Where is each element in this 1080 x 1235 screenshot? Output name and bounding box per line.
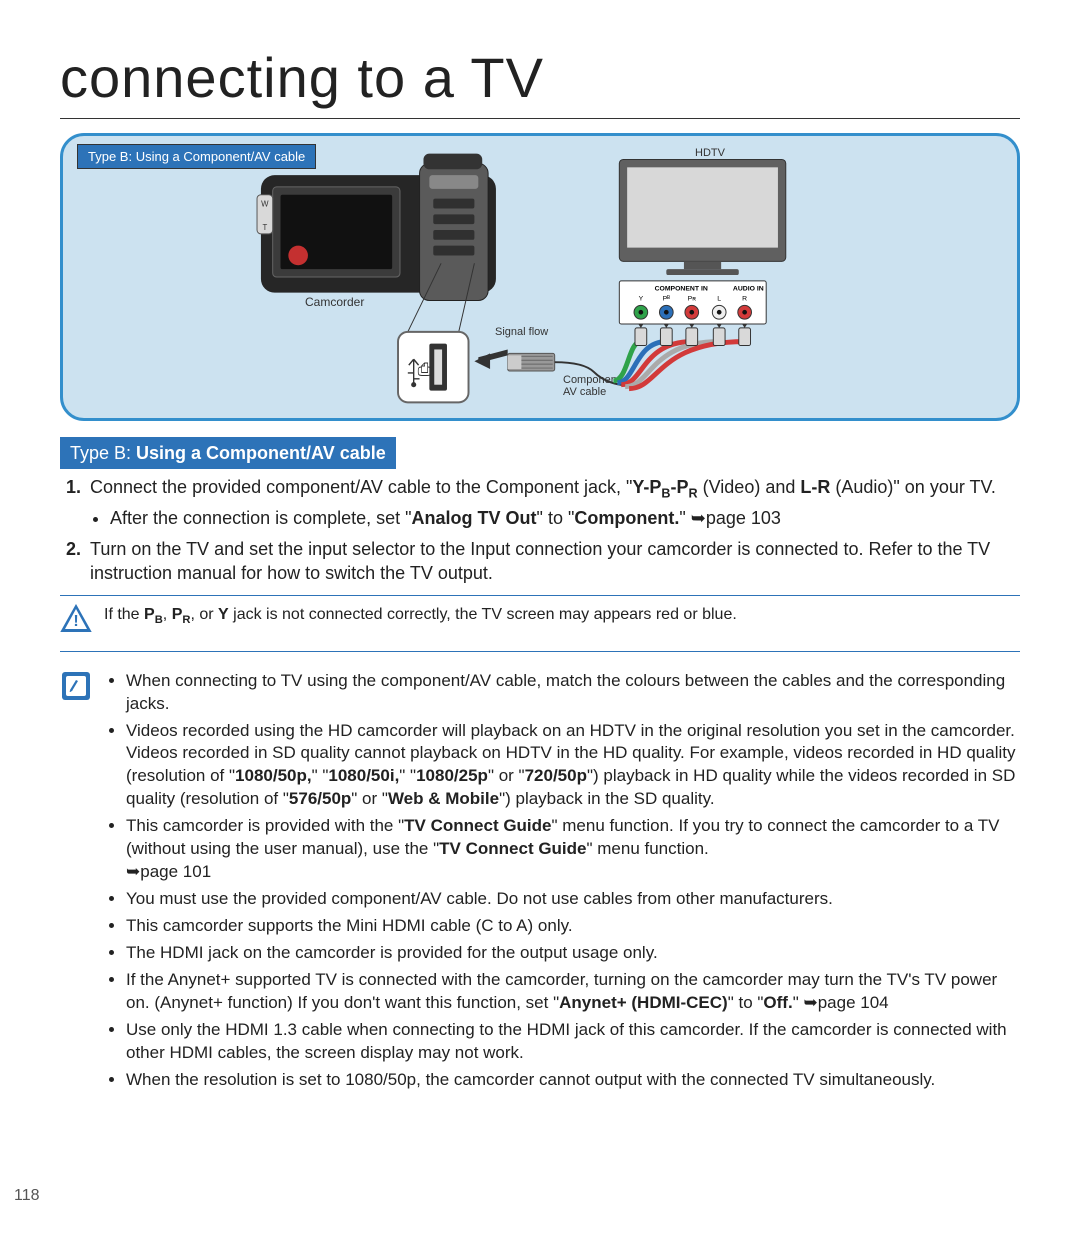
ws2: , or	[190, 606, 218, 623]
svg-text:⎙: ⎙	[418, 359, 433, 379]
svg-text:L: L	[717, 295, 721, 302]
n7pr: page 104	[818, 993, 889, 1012]
note-5: This camcorder supports the Mini HDMI ca…	[126, 915, 1020, 938]
n3e: " menu function.	[587, 839, 709, 858]
step-2: Turn on the TV and set the input selecto…	[86, 537, 1020, 586]
s1ba: After the connection is complete, set "	[110, 508, 412, 528]
note-3: This camcorder is provided with the "TV …	[126, 815, 1020, 884]
n7e: "	[793, 993, 804, 1012]
page-number: 118	[14, 1185, 40, 1207]
n3d: TV Connect Guide	[439, 839, 586, 858]
warning-icon: !	[60, 604, 96, 640]
wpr: P	[172, 606, 183, 623]
wb: jack is not connected correctly, the TV …	[229, 606, 737, 623]
svg-text:W: W	[261, 199, 269, 208]
n7c: " to "	[728, 993, 764, 1012]
n7b: Anynet+ (HDMI-CEC)	[559, 993, 728, 1012]
s1be: "	[679, 508, 690, 528]
n2b1: 1080/50p,	[235, 766, 312, 785]
s1-pageref: page 103	[706, 508, 781, 528]
n2m6: ") playback in the SD quality.	[499, 789, 715, 808]
step1-text-b: (Video) and	[698, 477, 801, 497]
section-badge-main: Using a Component/AV cable	[136, 443, 386, 463]
section-badge: Type B: Using a Component/AV cable	[60, 437, 396, 469]
note-icon	[60, 670, 96, 708]
svg-text:T: T	[262, 223, 267, 232]
arrow-icon-3: ➥	[803, 993, 817, 1012]
s1-y: Y-P	[632, 477, 661, 497]
svg-text:AUDIO IN: AUDIO IN	[733, 285, 764, 292]
note-6: The HDMI jack on the camcorder is provid…	[126, 942, 1020, 965]
s1bb: Analog TV Out	[412, 508, 537, 528]
n7d: Off.	[763, 993, 792, 1012]
connection-diagram: Type B: Using a Component/AV cable HDTV …	[60, 133, 1020, 421]
svg-text:Y: Y	[639, 295, 644, 302]
note-1: When connecting to TV using the componen…	[126, 670, 1020, 716]
s1bc: " to "	[537, 508, 575, 528]
arrow-icon: ➥	[691, 508, 706, 528]
n3b: TV Connect Guide	[404, 816, 551, 835]
section-badge-prefix: Type B:	[70, 443, 136, 463]
warning-callout: ! If the PB, PR, or Y jack is not connec…	[60, 595, 1020, 651]
svg-text:COMPONENT IN: COMPONENT IN	[655, 285, 708, 292]
n3a: This camcorder is provided with the "	[126, 816, 404, 835]
n2b5: 576/50p	[289, 789, 351, 808]
step1-text-a: Connect the provided component/AV cable …	[90, 477, 632, 497]
wa: If the	[104, 606, 144, 623]
step1-text-c: (Audio)" on your TV.	[830, 477, 995, 497]
diagram-svg: W T ⎙	[63, 136, 1017, 418]
note-2: Videos recorded using the HD camcorder w…	[126, 720, 1020, 812]
n2m1: " "	[312, 766, 329, 785]
step-1: Connect the provided component/AV cable …	[86, 475, 1020, 531]
arrow-icon-2: ➥	[126, 862, 140, 881]
s1-dash: -P	[671, 477, 689, 497]
n2m2: " "	[399, 766, 416, 785]
wy: Y	[218, 606, 229, 623]
n3pr: page 101	[140, 862, 211, 881]
note-9: When the resolution is set to 1080/50p, …	[126, 1069, 1020, 1092]
n2b3: 1080/25p	[416, 766, 488, 785]
wpb: P	[144, 606, 155, 623]
n2b2: 1080/50i,	[328, 766, 399, 785]
s1-lr: L-R	[800, 477, 830, 497]
ws1: ,	[163, 606, 172, 623]
note-7: If the Anynet+ supported TV is connected…	[126, 969, 1020, 1015]
svg-text:R: R	[742, 295, 747, 302]
n2b6: Web & Mobile	[388, 789, 499, 808]
s1-pb: B	[661, 486, 670, 500]
wpbs: B	[155, 615, 163, 627]
n2m3: " or "	[488, 766, 525, 785]
svg-text:Pʀ: Pʀ	[688, 295, 697, 302]
s1bd: Component.	[574, 508, 679, 528]
note-8: Use only the HDMI 1.3 cable when connect…	[126, 1019, 1020, 1065]
note-4: You must use the provided component/AV c…	[126, 888, 1020, 911]
step1-sub: After the connection is complete, set "A…	[110, 506, 1020, 530]
svg-text:Pᴮ: Pᴮ	[663, 295, 671, 302]
warning-text: If the PB, PR, or Y jack is not connecte…	[104, 604, 737, 628]
svg-text:!: !	[73, 613, 78, 630]
steps-list: Connect the provided component/AV cable …	[60, 475, 1020, 585]
n2m5: " or "	[351, 789, 388, 808]
notes-block: When connecting to TV using the componen…	[60, 670, 1020, 1096]
s1-pr: R	[689, 486, 698, 500]
page-title: connecting to a TV	[60, 40, 1020, 119]
n2b4: 720/50p	[525, 766, 587, 785]
